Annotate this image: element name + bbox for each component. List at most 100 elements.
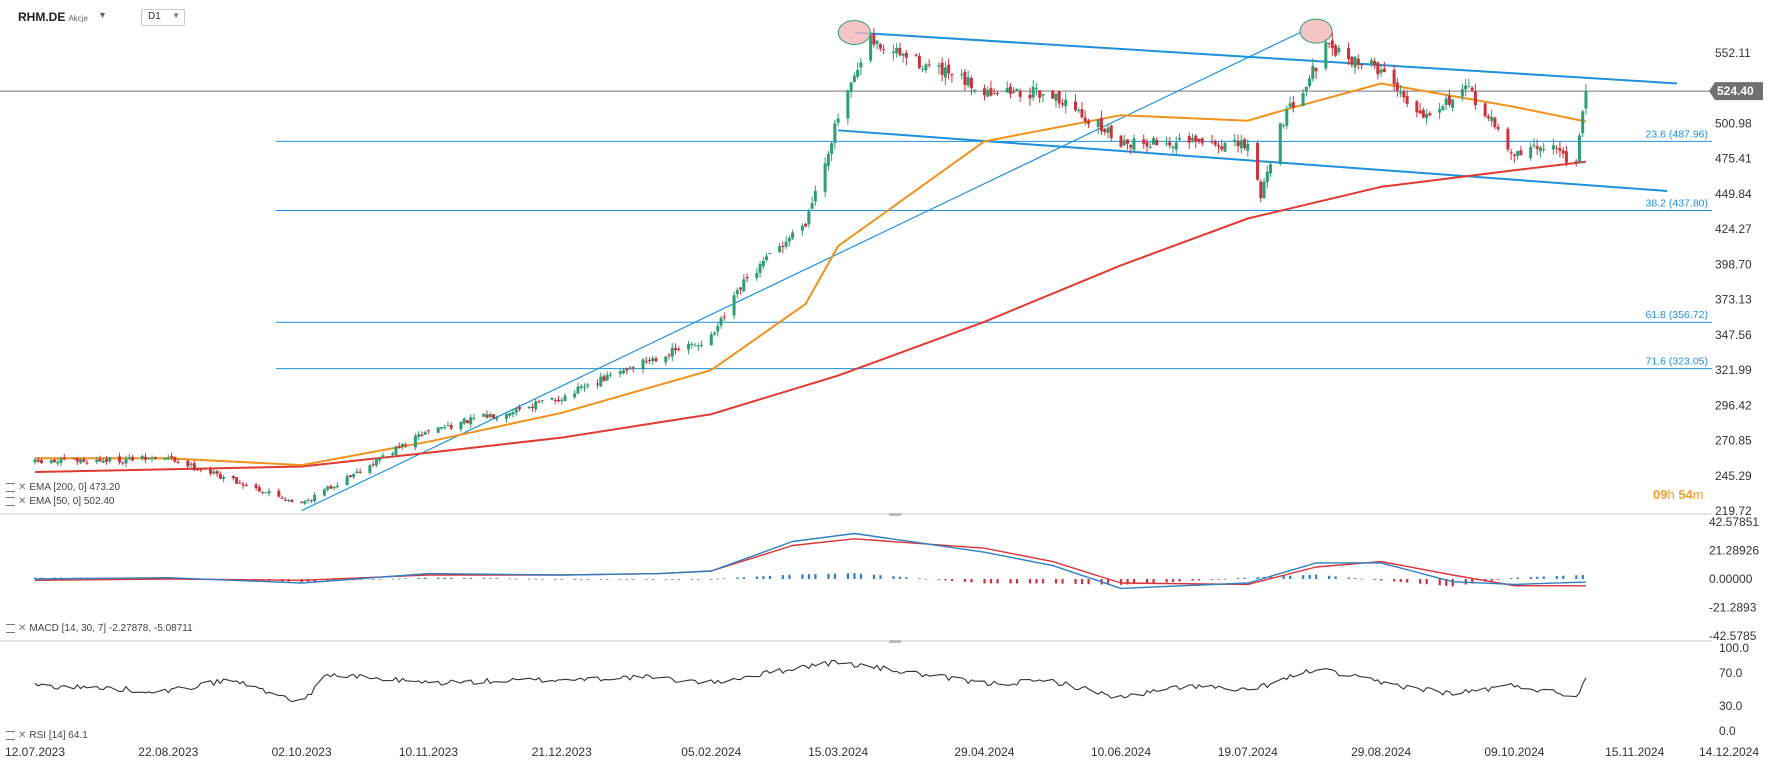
candle-body (950, 74, 954, 76)
macd-histogram-bar (1308, 574, 1311, 579)
candle-body (439, 427, 443, 429)
candle-body (391, 453, 395, 455)
close-icon[interactable]: ✕ (18, 482, 27, 493)
time-axis-tick-label: 10.11.2023 (399, 745, 458, 759)
price-axis-tick-label: 245.29 (1715, 469, 1752, 483)
candle-body (1187, 136, 1191, 143)
candle-body (778, 246, 782, 253)
menu-icon[interactable] (6, 496, 15, 506)
candle-body (173, 456, 177, 462)
candle-body (791, 232, 795, 239)
fib-level-label: 61.8 (356.72) (1646, 309, 1708, 321)
macd-histogram-bar (736, 577, 739, 580)
legend-rsi[interactable]: ✕ RSI [14] 64.1 (6, 730, 88, 741)
candle-body (732, 295, 736, 316)
macd-histogram-bar (1282, 575, 1285, 579)
macd-histogram-bar (541, 578, 544, 580)
macd-histogram-bar (1490, 579, 1493, 581)
macd-histogram-bar (1380, 579, 1383, 581)
candle-body (846, 90, 850, 119)
candle-body (1220, 146, 1224, 150)
legend-ema50[interactable]: ✕ EMA [50, 0] 502.40 (6, 496, 114, 507)
time-axis-tick-label: 19.07.2024 (1218, 745, 1278, 759)
macd-axis-tick-label: -21.2893 (1709, 601, 1757, 615)
macd-histogram-bar (651, 579, 654, 580)
candle-body (329, 486, 333, 489)
macd-histogram-bar (690, 579, 693, 580)
candle-body (947, 64, 951, 74)
candle-body (1561, 150, 1565, 154)
candle-body (995, 92, 999, 95)
candle-body (1178, 137, 1182, 140)
candle-body (1542, 148, 1546, 150)
time-axis-tick-label: 05.02.2024 (681, 745, 741, 759)
menu-icon[interactable] (6, 623, 15, 633)
candle-body (1330, 40, 1334, 49)
candle-body (1490, 116, 1494, 122)
symbol-dropdown-caret-icon[interactable]: ▼ (98, 10, 107, 20)
macd-histogram-bar (1302, 575, 1305, 579)
close-icon[interactable]: ✕ (18, 623, 27, 634)
candle-body (1269, 164, 1273, 174)
candle-body (852, 75, 856, 83)
candle-body (576, 386, 580, 394)
macd-histogram-bar (950, 579, 954, 581)
candle-body (628, 367, 632, 370)
candle-body (869, 35, 873, 61)
macd-histogram-bar (1575, 575, 1578, 579)
candle-body (765, 256, 769, 260)
candle-body (371, 464, 375, 466)
candle-body (1529, 146, 1533, 158)
macd-histogram-bar (1191, 579, 1194, 581)
candle-body (355, 471, 359, 473)
macd-histogram-bar (417, 577, 420, 579)
candle-body (189, 463, 193, 465)
candle-body (381, 455, 385, 458)
candle-body (105, 459, 109, 462)
menu-icon[interactable] (6, 730, 15, 740)
candle-body (277, 490, 281, 497)
macd-histogram-bar (1152, 579, 1155, 584)
candle-body (1018, 91, 1022, 97)
macd-histogram-bar (1516, 577, 1519, 579)
candle-body (739, 287, 743, 290)
macd-histogram-bar (970, 579, 973, 583)
candle-body (579, 386, 583, 388)
price-axis-tick-label: 270.85 (1715, 434, 1752, 448)
candle-body (462, 418, 466, 424)
candle-body (244, 484, 248, 486)
candle-body (1168, 142, 1172, 146)
candle-body (1519, 150, 1523, 156)
candle-body (1259, 181, 1263, 199)
candle-body (313, 495, 317, 502)
rsi-axis-tick-label: 70.0 (1719, 666, 1743, 680)
macd-histogram-bar (1315, 574, 1318, 579)
candle-body (36, 459, 40, 462)
legend-ema200[interactable]: ✕ EMA [200, 0] 473.20 (6, 482, 120, 493)
legend-macd[interactable]: ✕ MACD [14, 30, 7] -2.27878, -5.08711 (6, 623, 193, 634)
macd-histogram-bar (625, 579, 628, 580)
candle-body (176, 462, 180, 464)
candle-body (1265, 171, 1269, 183)
candle-body (118, 456, 122, 463)
close-icon[interactable]: ✕ (18, 496, 27, 507)
candle-body (1285, 109, 1289, 126)
candle-body (472, 418, 476, 420)
close-icon[interactable]: ✕ (18, 730, 27, 741)
candle-body (267, 491, 271, 494)
price-axis-tick-label: 373.13 (1715, 293, 1752, 307)
peak-marker (1299, 18, 1333, 44)
candle-body (768, 252, 772, 255)
symbol-title[interactable]: RHM.DE Akcje (18, 10, 88, 24)
menu-icon[interactable] (6, 482, 15, 492)
candle-countdown: 09h 54m (1653, 487, 1704, 502)
candle-body (856, 69, 860, 77)
price-axis-tick-label: 500.98 (1715, 116, 1752, 130)
symbol-type: Akcje (68, 14, 88, 23)
timeframe-select[interactable]: D1 ▼ (141, 9, 185, 26)
macd-histogram-bar (1406, 579, 1409, 583)
candle-body (127, 457, 131, 460)
candle-body (595, 383, 599, 385)
